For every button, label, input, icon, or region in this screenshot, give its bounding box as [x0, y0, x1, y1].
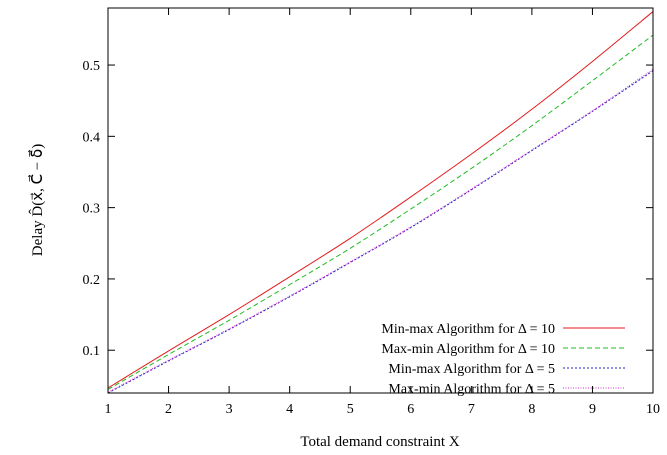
ticks: 1 2 3 4 5 6 7 8 9 10 0.1 0.2 0.3 0.4 0.5 — [83, 8, 660, 417]
x-tick-label: 1 — [105, 402, 112, 417]
x-tick-label: 2 — [165, 402, 172, 417]
legend-label-2: Max-min Algorithm for Δ = 10 — [381, 342, 555, 357]
y-axis-label: Delay D̂(x⃗, C⃗ − δ⃗) — [27, 144, 46, 256]
x-tick-label: 10 — [646, 402, 660, 417]
plot-frame — [107, 7, 654, 394]
x-tick-label: 7 — [468, 402, 475, 417]
y-tick-label: 0.1 — [83, 344, 101, 359]
x-tick-label: 9 — [589, 402, 596, 417]
x-tick-label: 6 — [407, 402, 414, 417]
x-tick-label: 4 — [286, 402, 293, 417]
series-line-4 — [107, 68, 654, 393]
plot-lines — [107, 11, 654, 394]
x-tick-label: 5 — [347, 402, 354, 417]
y-tick-label: 0.4 — [83, 130, 101, 145]
series-line-1 — [107, 11, 654, 389]
x-tick-label: 8 — [528, 402, 535, 417]
x-axis-label: Total demand constraint X — [300, 434, 459, 450]
legend-label-3: Min-max Algorithm for Δ = 5 — [388, 362, 555, 377]
series-line-3 — [107, 70, 654, 394]
y-tick-label: 0.5 — [83, 59, 101, 74]
x-tick-label: 3 — [226, 402, 233, 417]
legend-label-1: Min-max Algorithm for Δ = 10 — [381, 322, 555, 337]
legend: Min-max Algorithm for Δ = 10 Max-min Algo… — [381, 322, 625, 397]
y-tick-label: 0.3 — [83, 202, 101, 217]
y-tick-label: 0.2 — [83, 273, 101, 288]
legend-label-4: Max-min Algorithm for Δ = 5 — [388, 382, 555, 397]
series-line-2 — [107, 34, 654, 390]
